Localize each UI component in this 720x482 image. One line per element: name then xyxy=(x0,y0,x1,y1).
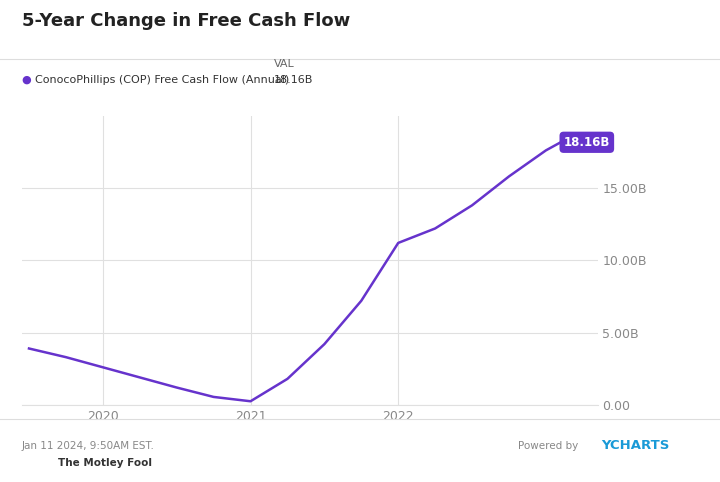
Text: Jan 11 2024, 9:50AM EST.: Jan 11 2024, 9:50AM EST. xyxy=(22,441,155,451)
Text: 5-Year Change in Free Cash Flow: 5-Year Change in Free Cash Flow xyxy=(22,12,350,30)
Text: 18.16B: 18.16B xyxy=(564,136,610,149)
Text: ●: ● xyxy=(22,75,32,84)
Text: Powered by: Powered by xyxy=(518,441,579,451)
Text: 18.16B: 18.16B xyxy=(274,75,313,84)
Text: VAL: VAL xyxy=(274,58,294,68)
Text: YCHARTS: YCHARTS xyxy=(601,440,670,452)
Text: ConocoPhillips (COP) Free Cash Flow (Annual): ConocoPhillips (COP) Free Cash Flow (Ann… xyxy=(35,75,289,84)
Text: The Motley Fool: The Motley Fool xyxy=(58,458,152,468)
